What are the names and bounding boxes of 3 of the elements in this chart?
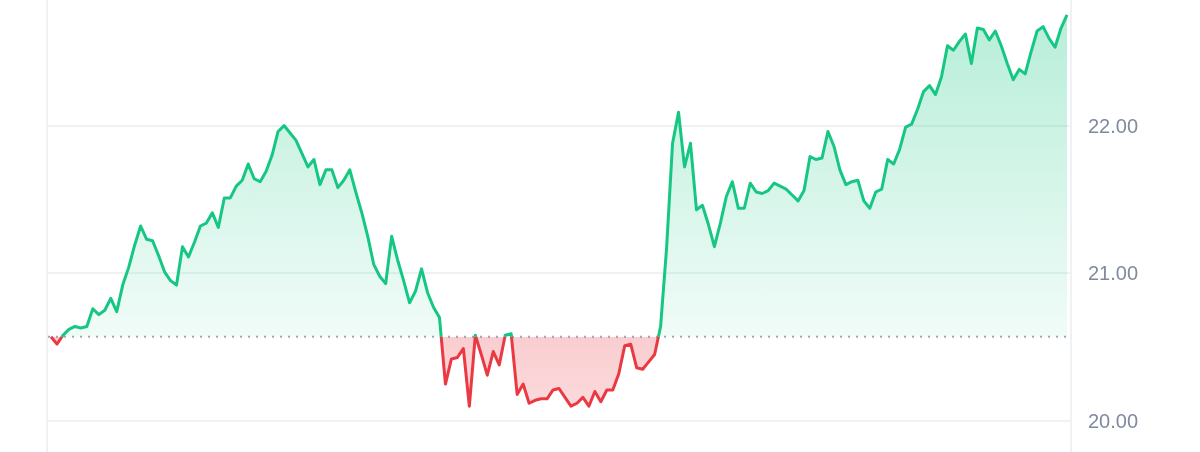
y-tick-label: 20.00 xyxy=(1088,409,1139,432)
y-tick-label: 21.00 xyxy=(1088,262,1139,285)
y-tick-label: 22.00 xyxy=(1088,114,1139,137)
